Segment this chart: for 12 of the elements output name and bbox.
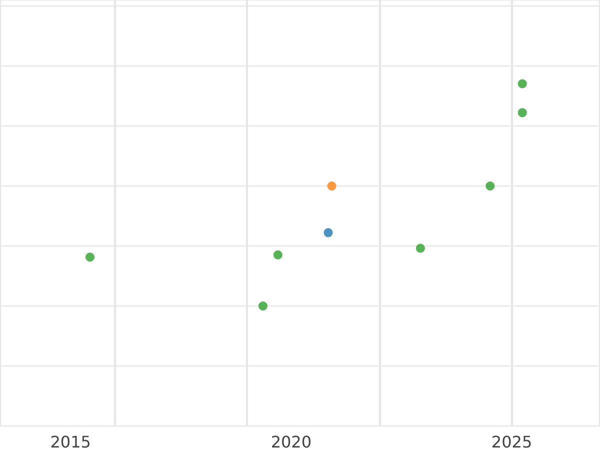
point — [324, 228, 333, 238]
point — [273, 250, 282, 260]
point — [258, 302, 268, 310]
point — [327, 182, 336, 190]
x-tick-label: 2020 — [270, 432, 312, 450]
point — [486, 182, 495, 190]
point — [518, 79, 527, 88]
x-tick-label: 2025 — [491, 432, 532, 450]
point — [416, 244, 425, 253]
x-tick-label: 2015 — [50, 432, 91, 450]
point — [518, 108, 527, 118]
point — [86, 252, 94, 262]
